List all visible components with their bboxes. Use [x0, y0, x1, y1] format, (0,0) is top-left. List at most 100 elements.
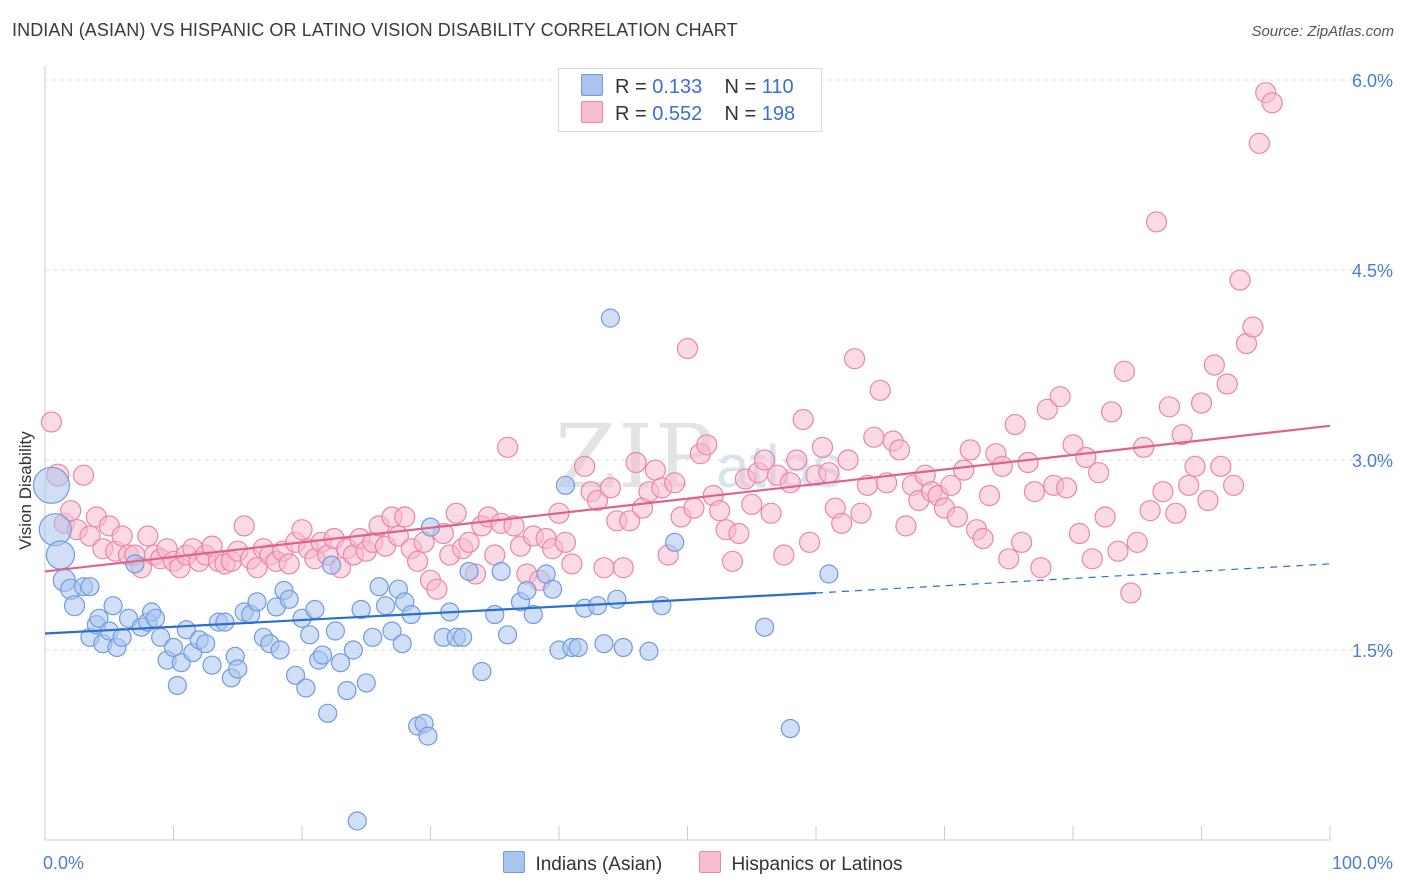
trend-lines: [44, 424, 1331, 635]
indian-point: [321, 555, 342, 575]
indian-point: [472, 661, 492, 682]
hispanic-point: [291, 519, 313, 541]
hispanic-point: [394, 506, 416, 528]
legend-n-label: N =: [724, 103, 757, 125]
hispanic-point: [1113, 360, 1136, 382]
hispanic-point: [644, 459, 666, 481]
hispanic-point: [728, 522, 750, 545]
hispanic-point: [1178, 474, 1200, 496]
indian-point: [351, 599, 371, 620]
hispanic-point: [741, 493, 763, 515]
legend-row-hispanics: R = 0.552 N = 198: [581, 101, 795, 127]
indian-point: [568, 637, 588, 658]
hispanic-point: [79, 525, 101, 547]
hispanic-point: [612, 557, 634, 579]
indian-point: [112, 627, 132, 647]
hispanic-point: [458, 531, 480, 553]
hispanic-point: [625, 451, 647, 474]
hispanic-point: [876, 472, 898, 494]
indian-point: [45, 540, 76, 570]
hispanic-point: [1139, 500, 1161, 522]
x-tick-label: 100.0%: [1332, 853, 1393, 873]
hispanic-point: [111, 525, 133, 547]
legend-row-indians: R = 0.133 N = 110: [581, 74, 794, 100]
hispanic-point: [721, 550, 744, 572]
indian-point: [202, 655, 222, 675]
hispanic-point: [1068, 522, 1091, 545]
hispanic-point: [991, 455, 1013, 477]
hispanic-point: [888, 439, 911, 461]
indian-point: [32, 466, 71, 504]
y-tick-labels: 1.5% 3.0% 4.5% 6.0%: [1352, 71, 1393, 661]
hispanic-point: [1216, 373, 1238, 395]
hispanic-point: [837, 449, 859, 471]
hispanic-point: [1248, 132, 1270, 154]
y-tick-label: 6.0%: [1352, 71, 1393, 91]
y-tick-label: 3.0%: [1352, 451, 1393, 471]
legend-n-value: 110: [761, 76, 794, 98]
indian-point: [337, 680, 357, 701]
indian-point: [312, 645, 333, 665]
hispanic-point: [1261, 92, 1283, 114]
hispanic-point: [1184, 455, 1206, 477]
series-legend: Indians (Asian) Hispanics or Latinos: [0, 851, 1406, 876]
indian-point: [63, 595, 86, 617]
indian-point: [600, 308, 621, 328]
indian-point: [498, 625, 518, 645]
indian-point: [555, 475, 576, 495]
indian-point: [613, 637, 633, 658]
hispanic-point: [554, 531, 577, 553]
hispanic-point: [246, 557, 268, 579]
hispanic-point: [1197, 489, 1219, 512]
y-tick-label: 1.5%: [1352, 641, 1393, 661]
indian-point: [780, 718, 800, 739]
indian-point: [392, 634, 412, 654]
hispanic-point: [593, 557, 615, 579]
legend-r-label: R =: [615, 76, 647, 98]
indian-point: [103, 596, 123, 616]
legend-n-value: 198: [761, 103, 796, 125]
indian-point: [300, 625, 320, 645]
legend-swatch-indians: [581, 74, 603, 96]
hispanic-point: [278, 553, 300, 575]
hispanic-point: [779, 472, 801, 494]
hispanic-point: [1152, 481, 1174, 503]
indian-point: [542, 579, 563, 599]
hispanic-point: [1036, 398, 1058, 420]
indian-point: [369, 577, 389, 597]
indian-point: [819, 564, 839, 584]
hispanic-point: [753, 449, 776, 471]
legend-r-value: 0.133: [652, 76, 703, 98]
hispanic-point: [1049, 386, 1071, 408]
indian-point: [652, 596, 672, 616]
hispanic-point: [664, 472, 686, 494]
legend-label-hispanics: Hispanics or Latinos: [731, 854, 903, 875]
indian-point: [347, 811, 367, 831]
hispanic-point: [1190, 392, 1213, 414]
hispanic-point: [709, 500, 731, 522]
indian-point: [517, 580, 537, 601]
hispanic-point: [1158, 396, 1180, 418]
hispanic-point: [503, 515, 525, 537]
hispanic-point: [972, 527, 994, 550]
indian-point: [485, 604, 505, 625]
hispanic-point: [773, 544, 795, 566]
hispanic-point: [574, 455, 596, 477]
y-tick-label: 4.5%: [1352, 261, 1393, 281]
hispanic-point: [959, 439, 981, 461]
indian-point: [639, 641, 659, 661]
indian-point: [318, 703, 338, 723]
legend-swatch-indians: [503, 851, 526, 873]
hispanic-point: [445, 502, 467, 524]
hispanic-point: [1081, 548, 1103, 570]
indian-point: [305, 599, 325, 620]
indian-point: [363, 627, 383, 647]
indian-point: [754, 617, 775, 637]
hispanic-point: [786, 449, 808, 471]
indian-point: [228, 659, 248, 679]
series-hispanics-points: [40, 82, 1283, 604]
hispanic-point: [998, 548, 1020, 570]
legend-item-hispanics: Hispanics or Latinos: [699, 851, 903, 876]
hispanic-point: [72, 464, 95, 486]
hispanic-point: [811, 436, 834, 458]
